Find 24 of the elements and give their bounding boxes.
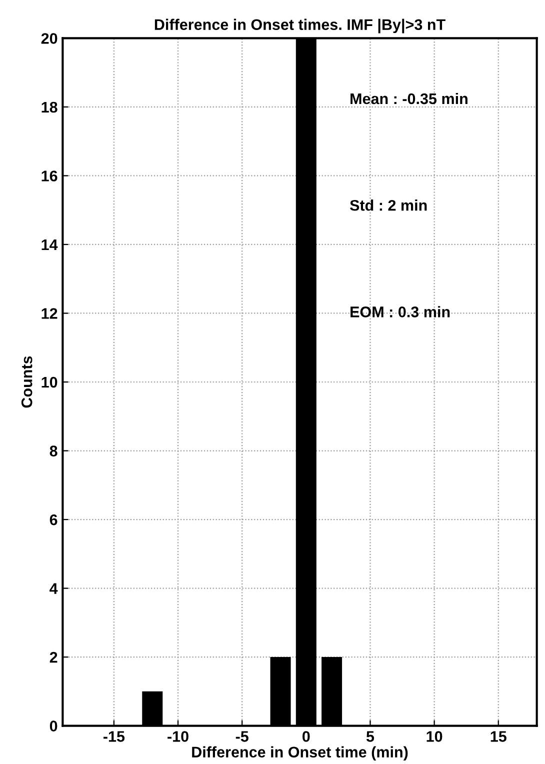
y-tick-label: 10	[42, 376, 58, 388]
x-tick-label: 5	[366, 731, 374, 742]
x-axis-title: Difference in Onset time (min)	[192, 746, 408, 761]
y-tick-label: 12	[42, 308, 58, 319]
y-tick-label: 8	[50, 446, 58, 456]
y-tick-label: 20	[41, 33, 58, 44]
x-tick-label: -10	[168, 731, 188, 742]
chart-title: Difference in Onset times. IMF |By|>3 nT	[154, 18, 446, 34]
x-tick-label: 10	[426, 731, 442, 742]
x-tick-label: 0	[302, 731, 310, 742]
y-tick-label: 14	[42, 240, 58, 250]
annotation: Mean : -0.35 min	[350, 92, 468, 104]
annotation: Std : 2 min	[350, 200, 427, 211]
y-tick-label: 0	[50, 720, 58, 732]
y-axis-title: Counts	[21, 356, 32, 408]
y-tick-label: 6	[50, 514, 58, 526]
y-tick-label: 2	[50, 652, 58, 663]
y-tick-label: 16	[42, 170, 58, 182]
x-tick-label: -15	[103, 731, 125, 742]
y-tick-label: 18	[42, 102, 58, 113]
x-tick-label: 15	[490, 731, 506, 742]
annotation: EOM : 0.3 min	[350, 306, 450, 318]
y-tick-label: 4	[50, 583, 58, 594]
x-tick-label: -5	[236, 731, 248, 742]
